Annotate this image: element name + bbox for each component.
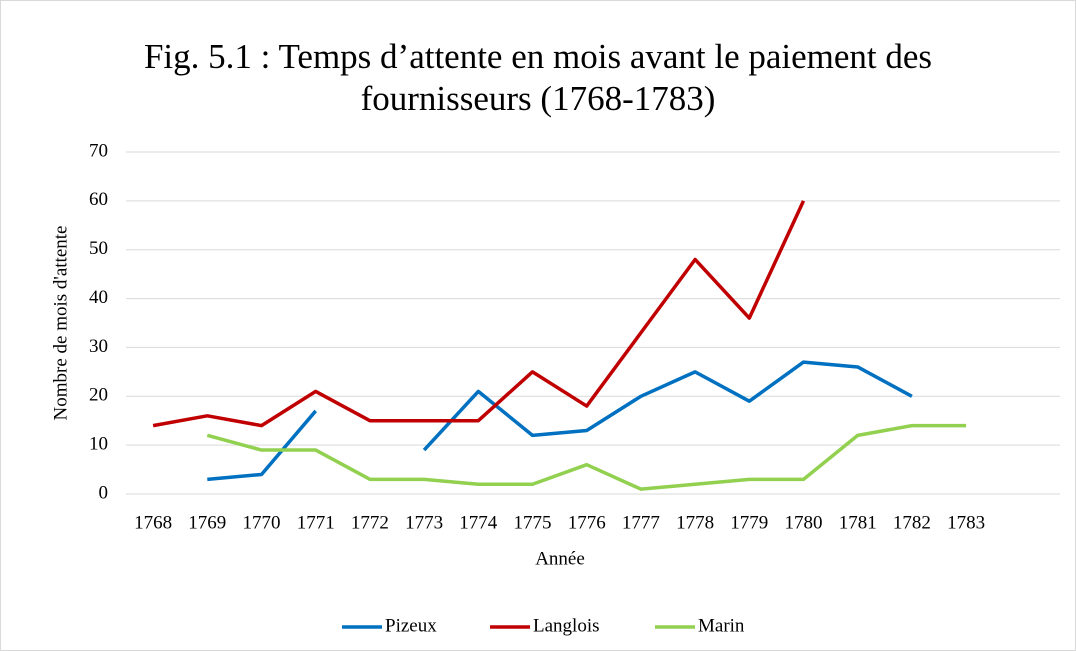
legend-label: Pizeux [385, 615, 437, 636]
y-tick-label: 20 [89, 385, 108, 406]
y-tick-label: 70 [89, 140, 108, 161]
series-line [152, 200, 806, 428]
x-axis-label: Année [535, 548, 585, 569]
legend-label: Langlois [533, 615, 600, 636]
x-tick-label: 1772 [351, 512, 389, 533]
y-tick-label: 60 [89, 189, 108, 210]
x-tick-label: 1782 [893, 512, 931, 533]
x-tick-label: 1775 [514, 512, 552, 533]
x-tick-label: 1777 [622, 512, 660, 533]
chart-title: Fig. 5.1 : Temps d’attente en mois avant… [143, 37, 933, 118]
legend-label: Marin [698, 615, 745, 636]
y-tick-label: 30 [89, 336, 108, 357]
x-tick-label: 1768 [134, 512, 172, 533]
x-tick-label: 1778 [676, 512, 714, 533]
x-tick-label: 1771 [297, 512, 335, 533]
y-tick-label: 50 [89, 238, 108, 259]
x-tick-label: 1779 [730, 512, 768, 533]
x-tick-label: 1769 [188, 512, 226, 533]
x-tick-label: 1774 [459, 512, 498, 533]
x-tick-label: 1783 [947, 512, 985, 533]
series-line [206, 423, 967, 491]
x-tick-label: 1781 [839, 512, 877, 533]
y-tick-label: 0 [99, 482, 109, 503]
x-tick-label: 1776 [568, 512, 606, 533]
y-tick-label: 40 [89, 287, 108, 308]
x-tick-label: 1773 [405, 512, 443, 533]
series-line [207, 360, 913, 482]
y-tick-label: 10 [89, 434, 108, 455]
x-tick-label: 1780 [785, 512, 823, 533]
x-tick-label: 1770 [243, 512, 281, 533]
y-axis-label: Nombre de mois d'attente [50, 226, 71, 421]
